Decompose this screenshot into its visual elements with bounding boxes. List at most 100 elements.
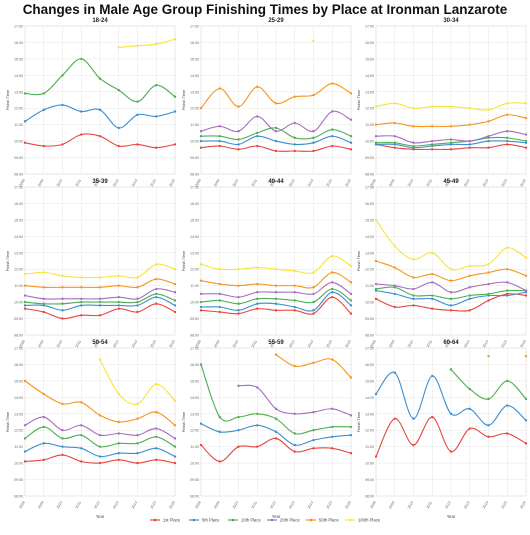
data-point: [199, 292, 203, 296]
data-point: [349, 304, 353, 307]
x-tick-label: 2016: [168, 179, 175, 188]
data-point: [431, 105, 434, 108]
x-tick-label: 2016: [168, 501, 175, 510]
panel-60-64: 60-64 08:00 09:00 10:00 11:00 12:00 13:00 14:00…: [356, 340, 528, 519]
y-tick-label: 11:00: [190, 445, 199, 449]
data-point: [331, 134, 334, 138]
data-point: [331, 425, 334, 429]
data-point: [42, 108, 45, 112]
legend-label: 50th Place: [319, 518, 339, 523]
data-point: [487, 424, 490, 427]
y-tick-label: 12:00: [190, 429, 199, 433]
data-point: [524, 355, 528, 358]
data-point: [117, 46, 120, 49]
data-point: [42, 392, 45, 396]
data-point: [42, 302, 45, 305]
data-point: [393, 245, 396, 248]
data-point: [393, 146, 396, 149]
data-point: [23, 437, 27, 440]
data-point: [218, 310, 221, 314]
y-tick-label: 12:00: [365, 429, 374, 433]
y-tick-label: 16:00: [365, 202, 374, 206]
data-point: [293, 309, 296, 312]
y-tick-label: 17:00: [14, 186, 23, 190]
y-tick-label: 10:00: [14, 140, 23, 144]
data-point: [374, 218, 378, 222]
data-point: [98, 433, 102, 437]
data-point: [80, 300, 83, 304]
x-tick-label: 2010: [56, 179, 63, 188]
data-point: [237, 148, 240, 151]
data-point: [487, 271, 490, 274]
data-point: [412, 297, 415, 301]
x-tick-label: 2013: [112, 179, 119, 188]
data-point: [487, 299, 490, 302]
y-tick-label: 16:00: [14, 202, 23, 206]
y-tick-label: 15:00: [190, 57, 199, 61]
data-point: [173, 310, 177, 314]
data-point: [331, 281, 334, 284]
data-point: [393, 417, 396, 420]
x-tick-label: 2008: [369, 179, 376, 188]
data-point: [506, 102, 509, 105]
data-point: [331, 82, 334, 85]
y-tick-label: 11:00: [365, 123, 374, 127]
data-point: [274, 437, 278, 440]
x-axis-label: Year: [96, 514, 105, 519]
data-point: [506, 246, 509, 250]
y-tick-label: 17:00: [365, 25, 374, 29]
data-point: [218, 305, 221, 309]
data-point: [80, 447, 83, 450]
x-axis-label: Year: [272, 514, 281, 519]
data-point: [61, 429, 64, 432]
data-point: [524, 102, 528, 105]
data-point: [393, 286, 396, 289]
y-tick-label: 10:00: [365, 462, 374, 466]
data-point: [274, 407, 278, 411]
data-point: [98, 455, 102, 458]
data-point: [468, 387, 471, 391]
legend-marker: [270, 518, 274, 522]
data-point: [274, 353, 278, 356]
data-point: [393, 284, 396, 287]
data-point: [449, 125, 453, 128]
data-point: [431, 374, 434, 378]
data-point: [155, 42, 158, 46]
x-tick-label: 2015: [326, 501, 333, 510]
y-tick-label: 09:00: [14, 317, 23, 321]
y-axis-label: Finish Time: [181, 250, 186, 271]
data-point: [42, 304, 45, 307]
x-tick-label: 2012: [269, 501, 276, 510]
y-tick-label: 17:00: [14, 347, 23, 351]
data-point: [155, 146, 158, 149]
data-point: [374, 134, 378, 138]
data-point: [136, 461, 139, 465]
data-point: [468, 427, 471, 430]
data-point: [117, 295, 120, 299]
data-point: [61, 317, 64, 320]
data-point: [136, 433, 139, 437]
data-point: [412, 125, 415, 128]
data-point: [237, 130, 240, 133]
x-tick-label: 2014: [131, 501, 138, 510]
y-tick-label: 13:00: [14, 412, 23, 416]
x-tick-label: 2011: [251, 340, 258, 349]
x-tick-label: 2014: [131, 340, 138, 349]
data-point: [98, 358, 102, 361]
data-point: [256, 386, 259, 389]
data-point: [487, 134, 490, 138]
data-point: [487, 263, 490, 266]
data-point: [23, 92, 27, 95]
y-tick-label: 13:00: [190, 90, 199, 94]
x-tick-label: 2016: [168, 340, 175, 349]
data-point: [293, 305, 296, 309]
legend-label: 1st Place: [163, 518, 181, 523]
data-point: [524, 146, 528, 149]
x-tick-label: 2013: [288, 179, 295, 188]
y-tick-label: 14:00: [365, 396, 374, 400]
data-point: [431, 144, 434, 148]
y-tick-label: 08:00: [14, 173, 23, 177]
data-point: [218, 299, 221, 302]
y-tick-label: 10:00: [365, 140, 374, 144]
data-point: [506, 136, 509, 140]
